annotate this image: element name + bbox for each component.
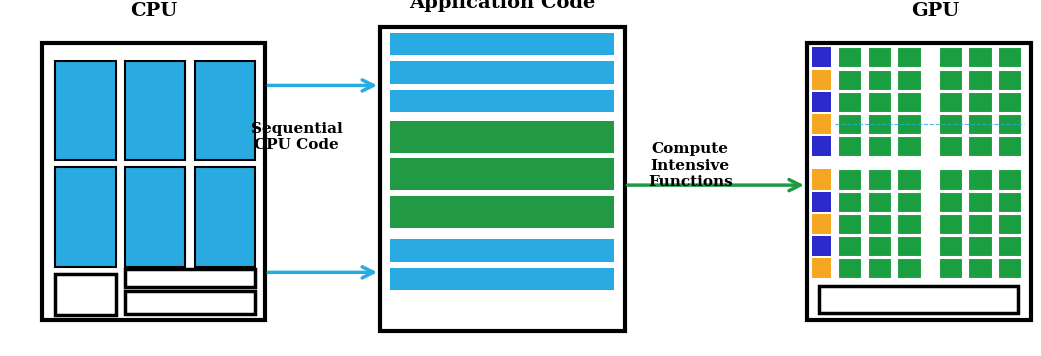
Bar	[998, 92, 1021, 112]
Bar	[195, 61, 255, 160]
Bar	[939, 214, 962, 234]
Bar	[195, 167, 255, 267]
Bar	[838, 169, 861, 189]
Bar	[897, 47, 920, 67]
Bar	[812, 192, 831, 212]
Bar	[838, 236, 861, 256]
Text: Sequential
CPU Code: Sequential CPU Code	[251, 122, 342, 152]
Bar	[390, 239, 614, 262]
Bar	[968, 258, 992, 278]
Bar	[897, 114, 920, 134]
Bar	[838, 136, 861, 156]
Bar	[819, 286, 1018, 313]
Bar	[812, 47, 831, 67]
Bar	[55, 61, 116, 160]
Bar	[812, 114, 831, 134]
Bar	[125, 269, 255, 287]
Bar	[939, 69, 962, 90]
Bar	[867, 258, 891, 278]
Bar	[968, 114, 992, 134]
Bar	[939, 192, 962, 212]
Bar	[897, 69, 920, 90]
Bar	[939, 47, 962, 67]
Bar	[867, 214, 891, 234]
Text: CPU: CPU	[130, 1, 178, 20]
Bar	[125, 167, 185, 267]
Bar	[897, 258, 920, 278]
Bar	[968, 214, 992, 234]
Bar	[998, 258, 1021, 278]
Text: Application Code: Application Code	[409, 0, 594, 12]
Bar	[55, 167, 116, 267]
Bar	[867, 136, 891, 156]
Bar	[897, 236, 920, 256]
Bar	[125, 61, 185, 160]
Bar	[998, 236, 1021, 256]
Bar	[968, 136, 992, 156]
Bar	[939, 169, 962, 189]
Bar	[867, 92, 891, 112]
Bar	[939, 114, 962, 134]
Bar	[998, 69, 1021, 90]
Bar	[968, 169, 992, 189]
Bar	[390, 61, 614, 84]
Bar	[838, 69, 861, 90]
Bar	[939, 236, 962, 256]
Bar	[838, 258, 861, 278]
Bar	[125, 291, 255, 314]
Bar	[867, 114, 891, 134]
Text: Compute
Intensive
Functions: Compute Intensive Functions	[648, 142, 733, 189]
Bar	[812, 236, 831, 256]
Bar	[812, 258, 831, 278]
Bar	[968, 69, 992, 90]
Bar	[42, 43, 265, 320]
Bar	[939, 136, 962, 156]
Bar	[812, 92, 831, 112]
Bar	[390, 121, 614, 153]
Bar	[812, 169, 831, 189]
Bar	[998, 214, 1021, 234]
Bar	[867, 47, 891, 67]
Bar	[867, 236, 891, 256]
Bar	[390, 33, 614, 55]
Bar	[968, 92, 992, 112]
Bar	[968, 192, 992, 212]
Bar	[998, 114, 1021, 134]
Bar	[867, 192, 891, 212]
Bar	[812, 69, 831, 90]
Bar	[939, 258, 962, 278]
Bar	[939, 92, 962, 112]
Bar	[998, 136, 1021, 156]
Bar	[807, 43, 1031, 320]
Bar	[838, 192, 861, 212]
Bar	[968, 47, 992, 67]
Bar	[897, 92, 920, 112]
Bar	[812, 136, 831, 156]
Text: GPU: GPU	[911, 1, 959, 20]
Bar	[897, 192, 920, 212]
Bar	[968, 236, 992, 256]
Bar	[897, 214, 920, 234]
Bar	[897, 169, 920, 189]
Bar	[55, 274, 116, 315]
Bar	[998, 192, 1021, 212]
Bar	[838, 47, 861, 67]
Bar	[838, 114, 861, 134]
Bar	[998, 169, 1021, 189]
Bar	[380, 27, 625, 331]
Bar	[390, 90, 614, 112]
Bar	[390, 158, 614, 190]
Bar	[838, 92, 861, 112]
Bar	[867, 69, 891, 90]
Bar	[838, 214, 861, 234]
Bar	[390, 268, 614, 290]
Bar	[390, 196, 614, 228]
Bar	[812, 214, 831, 234]
Bar	[998, 47, 1021, 67]
Bar	[897, 136, 920, 156]
Bar	[867, 169, 891, 189]
